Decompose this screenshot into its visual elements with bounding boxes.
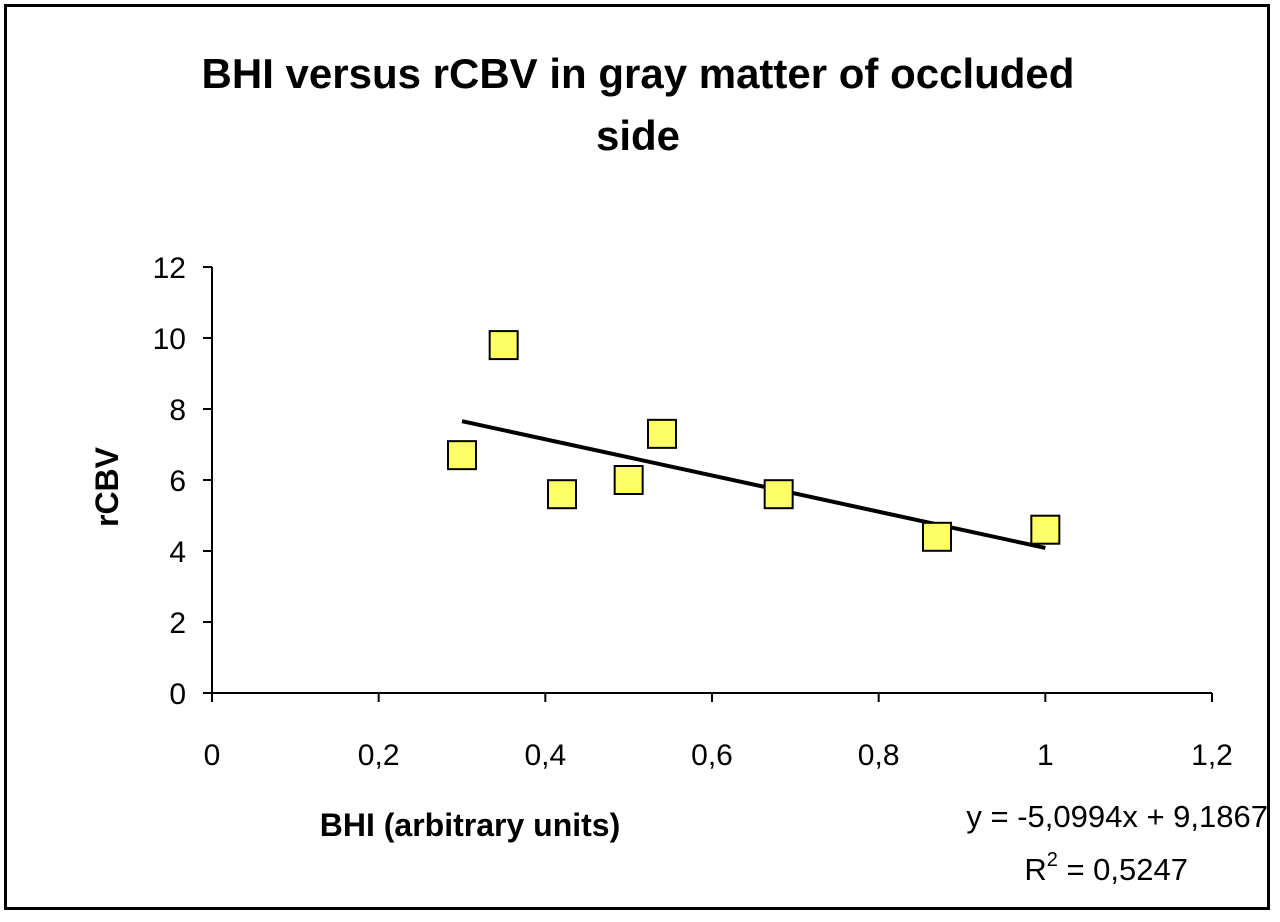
data-point [647, 418, 677, 449]
chart-frame [4, 4, 1270, 910]
data-point [447, 440, 477, 471]
data-point [488, 330, 519, 361]
chart-title-line-2: side [596, 112, 680, 159]
y-tick-label: 2 [169, 607, 186, 640]
y-axis-label: rCBV [89, 446, 125, 527]
x-tick-label: 0,8 [858, 739, 900, 772]
y-tick-label: 12 [153, 252, 186, 285]
y-tick-label: 0 [169, 678, 186, 711]
data-points [447, 330, 1061, 552]
axes [211, 267, 1212, 694]
y-tick-label: 6 [169, 465, 186, 498]
x-axis-label: BHI (arbitrary units) [320, 807, 620, 843]
trendline-equation: y = -5,0994x + 9,1867 [966, 799, 1268, 834]
data-point [613, 465, 644, 495]
x-tick-label: 1 [1037, 739, 1054, 772]
y-tick-label: 10 [153, 323, 186, 356]
data-point [547, 479, 577, 510]
ticks: 0 2 4 6 8 10 12 0 0,2 0,4 0,6 0,8 1 1,2 [153, 252, 1233, 772]
r-squared-value: = 0,5247 [1058, 852, 1188, 887]
x-tick-label: 0,6 [691, 739, 733, 772]
x-tick-label: 0 [204, 739, 221, 772]
y-tick-label: 8 [169, 394, 186, 427]
trendline-r-squared: R2 = 0,5247 [1024, 849, 1188, 887]
x-tick-label: 1,2 [1191, 739, 1233, 772]
y-tick-label: 4 [169, 536, 186, 569]
x-tick-label: 0,4 [524, 739, 566, 772]
r-squared-prefix: R [1024, 852, 1046, 887]
data-point [1030, 514, 1061, 545]
x-tick-label: 0,2 [358, 739, 400, 772]
data-point [922, 521, 952, 552]
data-point [763, 479, 794, 510]
r-squared-superscript: 2 [1047, 849, 1058, 871]
chart-title-line-1: BHI versus rCBV in gray matter of occlud… [202, 50, 1075, 97]
